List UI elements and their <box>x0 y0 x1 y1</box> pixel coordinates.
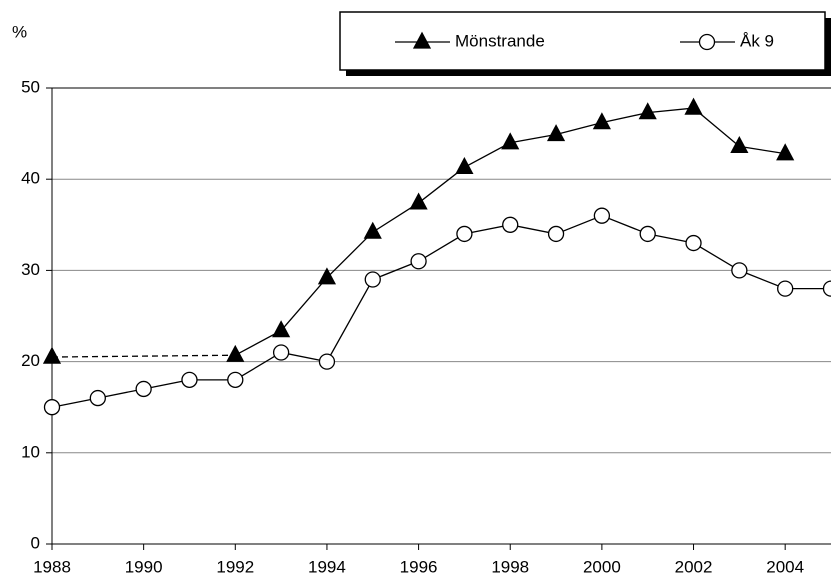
y-tick-label: 0 <box>31 533 40 552</box>
marker <box>639 225 656 243</box>
marker <box>776 143 795 161</box>
x-tick-label: 1994 <box>308 557 346 576</box>
marker <box>822 280 831 297</box>
marker <box>89 389 106 407</box>
marker <box>181 371 198 388</box>
x-tick-label: 1992 <box>216 557 254 576</box>
marker <box>409 192 428 210</box>
marker <box>502 216 519 233</box>
marker <box>364 271 381 288</box>
marker <box>592 112 611 130</box>
marker <box>272 344 290 361</box>
marker <box>684 97 703 115</box>
y-tick-label: 40 <box>21 169 40 188</box>
legend-label: Mönstrande <box>455 31 545 50</box>
x-tick-label: 2004 <box>766 557 804 576</box>
marker <box>501 132 520 150</box>
marker <box>593 207 611 224</box>
gap-connector <box>51 354 236 358</box>
x-tick-label: 1998 <box>491 557 529 576</box>
x-tick-label: 1996 <box>400 557 438 576</box>
y-axis-label: % <box>12 22 27 41</box>
marker <box>456 225 473 243</box>
marker <box>455 156 474 174</box>
marker <box>317 267 337 285</box>
marker <box>227 371 244 388</box>
marker <box>272 320 291 338</box>
x-tick-label: 2000 <box>583 557 621 576</box>
y-tick-label: 50 <box>21 77 40 96</box>
marker <box>363 221 382 239</box>
marker <box>685 234 702 252</box>
x-tick-label: 1988 <box>33 557 71 576</box>
marker <box>546 124 566 142</box>
x-tick-label: 1990 <box>125 557 163 576</box>
marker <box>638 102 657 120</box>
y-tick-label: 30 <box>21 260 40 279</box>
marker <box>730 135 749 154</box>
marker <box>318 353 336 370</box>
y-tick-label: 10 <box>21 442 40 461</box>
y-tick-label: 20 <box>21 351 40 370</box>
marker <box>777 280 794 297</box>
marker <box>226 344 245 362</box>
x-tick-label: 2002 <box>675 557 713 576</box>
marker <box>135 380 152 398</box>
marker <box>547 225 565 243</box>
marker <box>42 346 62 364</box>
legend-marker <box>412 31 432 49</box>
legend-label: Åk 9 <box>740 31 774 50</box>
legend-marker <box>698 33 716 51</box>
marker <box>410 253 427 270</box>
series-line <box>51 214 831 408</box>
marker <box>731 262 748 279</box>
marker <box>43 399 61 416</box>
